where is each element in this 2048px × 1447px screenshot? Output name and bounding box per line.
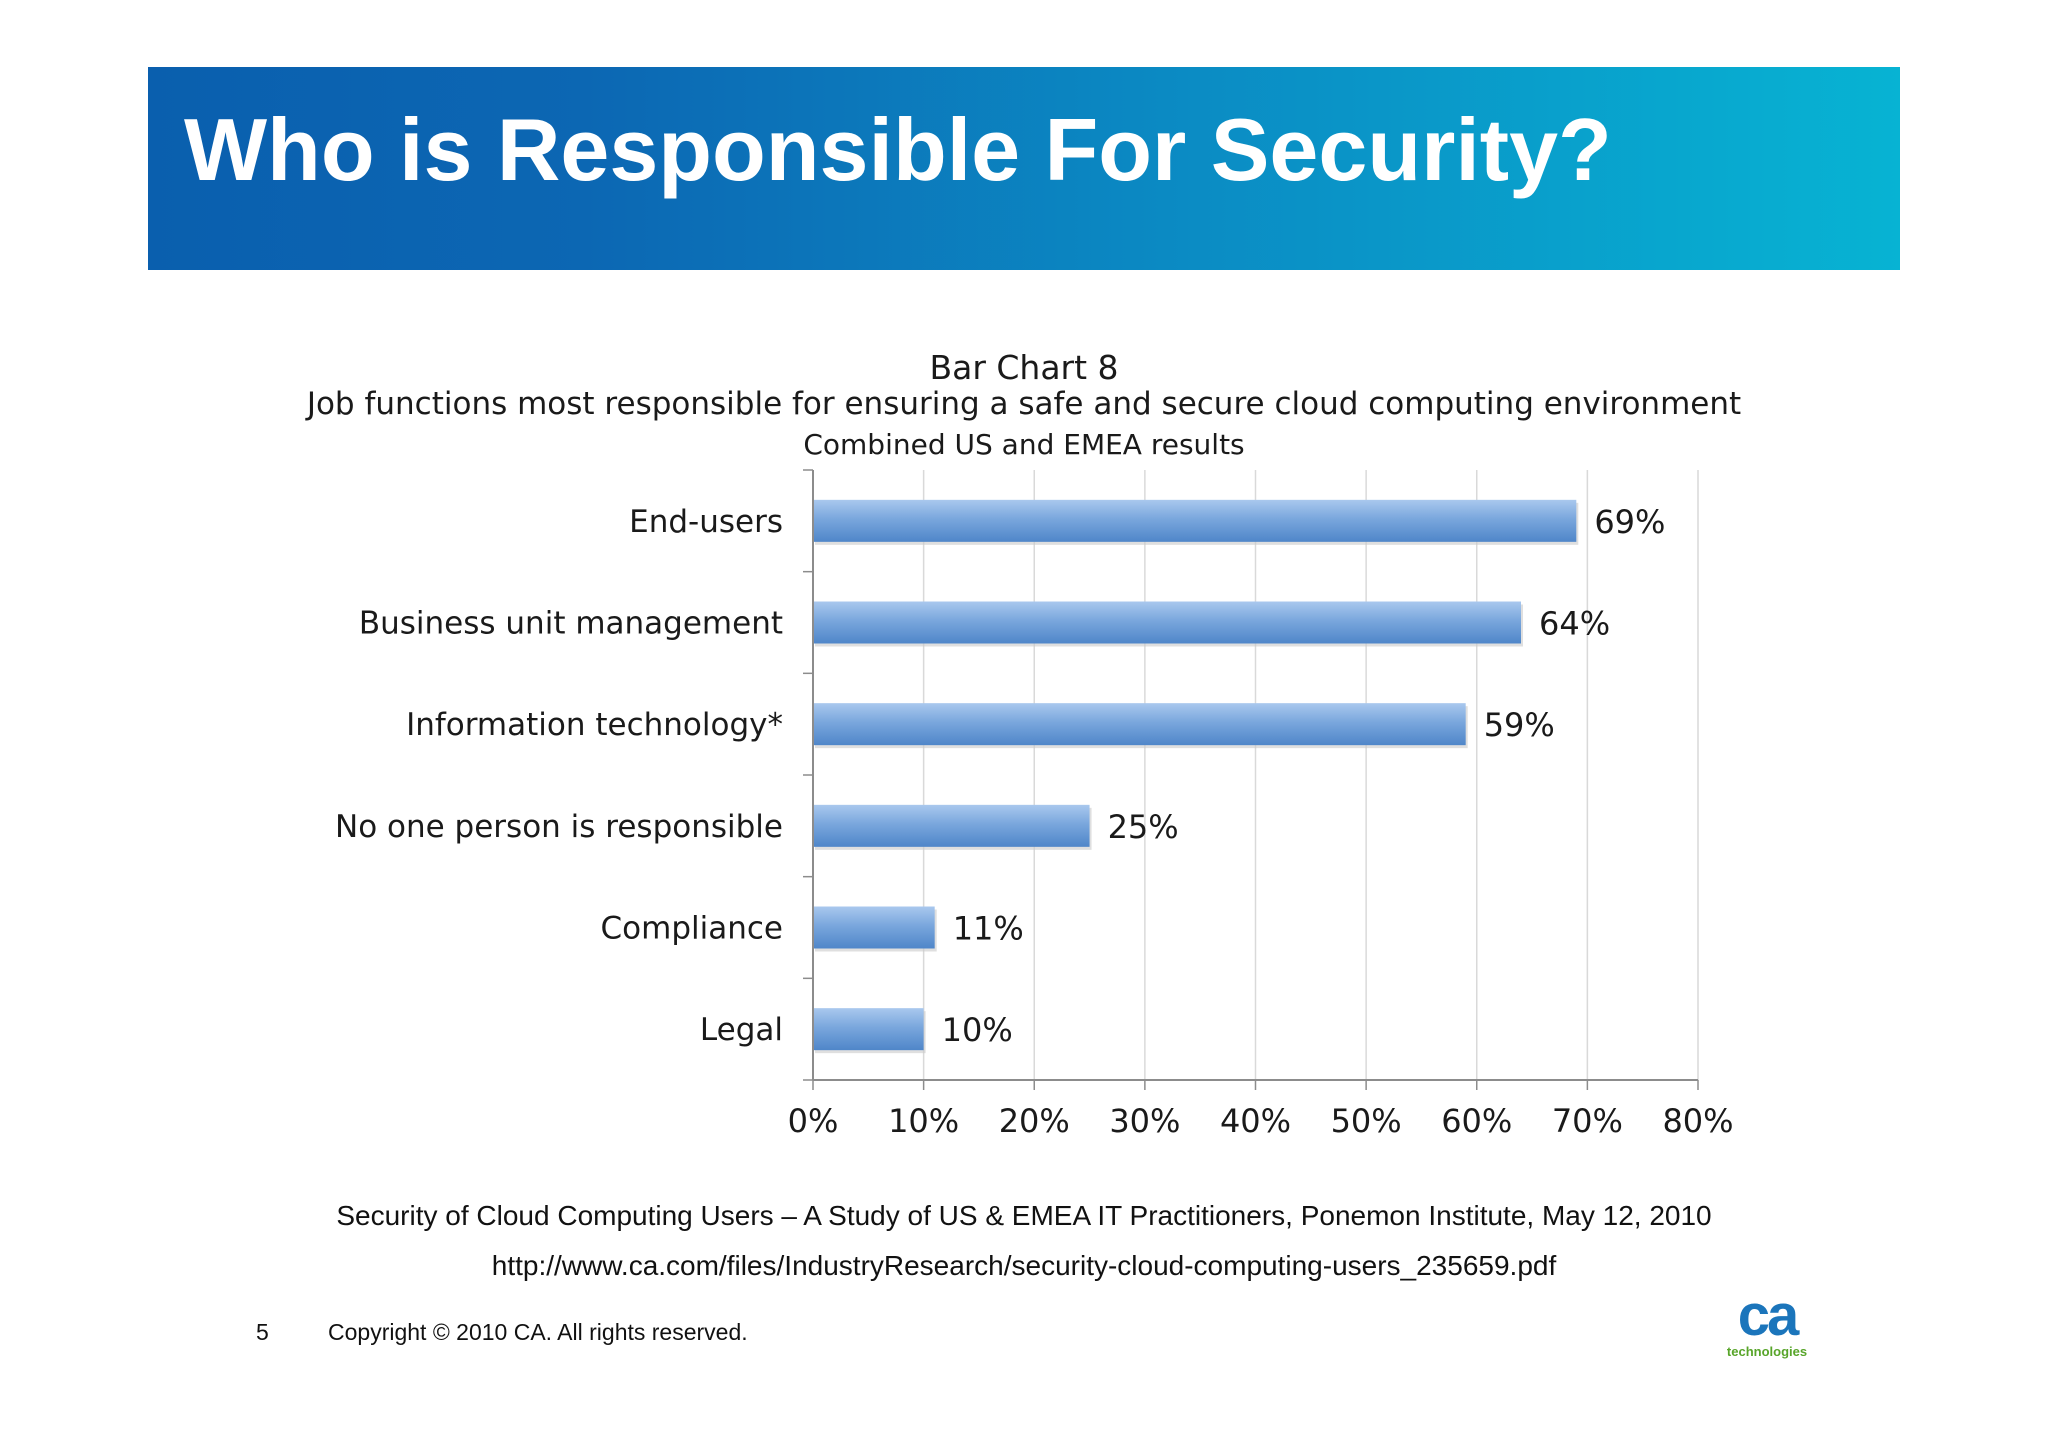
title-banner: Who is Responsible For Security? bbox=[148, 67, 1900, 270]
ca-logo-mark: ca bbox=[1737, 1283, 1800, 1348]
ca-technologies-logo: ca technologies bbox=[1722, 1283, 1812, 1360]
x-tick-label: 30% bbox=[1109, 1102, 1180, 1140]
x-tick-label: 20% bbox=[999, 1102, 1070, 1140]
copyright-notice: Copyright © 2010 CA. All rights reserved… bbox=[328, 1319, 748, 1345]
bar bbox=[813, 906, 935, 949]
bar bbox=[813, 804, 1090, 847]
value-label: 10% bbox=[942, 1011, 1013, 1049]
x-tick-label: 0% bbox=[788, 1102, 839, 1140]
slide-title: Who is Responsible For Security? bbox=[184, 100, 1612, 199]
source-url: http://www.ca.com/files/IndustryResearch… bbox=[491, 1250, 1557, 1281]
chart-subtitle: Job functions most responsible for ensur… bbox=[306, 386, 1742, 422]
source-citation: Security of Cloud Computing Users – A St… bbox=[336, 1200, 1712, 1231]
ca-logo-wordmark: technologies bbox=[1726, 1344, 1808, 1359]
chart-title: Bar Chart 8 bbox=[929, 348, 1119, 387]
value-label: 69% bbox=[1594, 503, 1665, 541]
x-tick-label: 10% bbox=[888, 1102, 959, 1140]
x-tick-label: 80% bbox=[1662, 1102, 1733, 1140]
category-label: Compliance bbox=[601, 911, 783, 947]
category-label: No one person is responsible bbox=[335, 809, 783, 845]
category-label: Information technology* bbox=[406, 707, 783, 743]
x-tick-label: 60% bbox=[1441, 1102, 1512, 1140]
category-label: Business unit management bbox=[359, 606, 783, 642]
bar bbox=[813, 499, 1577, 542]
page-number: 5 bbox=[256, 1319, 269, 1345]
value-label: 11% bbox=[953, 910, 1024, 948]
bar bbox=[813, 703, 1466, 746]
x-tick-label: 70% bbox=[1552, 1102, 1623, 1140]
category-label: Legal bbox=[700, 1012, 783, 1048]
value-label: 64% bbox=[1539, 605, 1610, 643]
value-label: 59% bbox=[1484, 706, 1555, 744]
x-tick-label: 50% bbox=[1331, 1102, 1402, 1140]
x-tick-label: 40% bbox=[1220, 1102, 1291, 1140]
category-label: End-users bbox=[629, 504, 783, 540]
chart-subtitle-2: Combined US and EMEA results bbox=[803, 428, 1245, 461]
bar bbox=[813, 1008, 924, 1051]
bar bbox=[813, 601, 1521, 644]
value-label: 25% bbox=[1108, 808, 1179, 846]
